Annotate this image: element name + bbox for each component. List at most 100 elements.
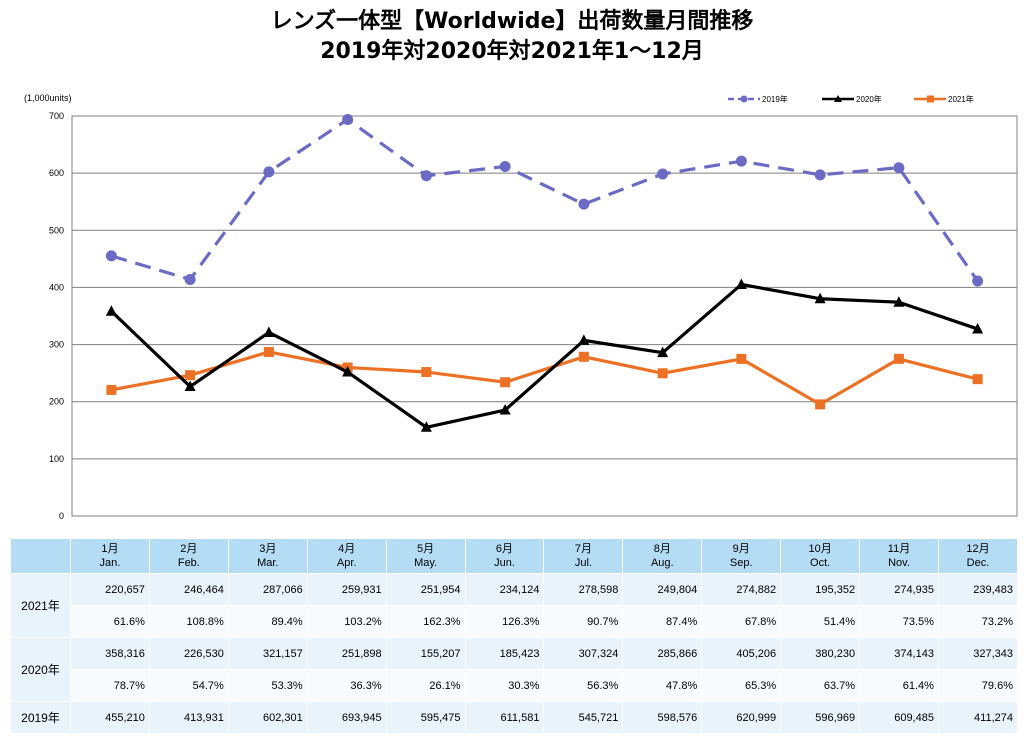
month-en: Nov. [888,557,910,569]
chart-title-line1: レンズ一体型【Worldwide】出荷数量月間推移 [270,9,754,34]
units-cell: 220,657 [70,573,150,606]
legend-marker [927,95,934,103]
units-cell: 251,898 [306,637,387,670]
units-cell: 249,804 [622,573,703,606]
pct-cell: 36.3% [306,669,387,702]
units-cell: 321,157 [227,637,308,670]
pct-cell: 65.3% [701,669,782,702]
month-jp: 12月 [966,543,990,555]
month-header: 5月 May. [385,538,466,574]
data-point-circle [735,155,747,167]
legend-marker [834,95,842,102]
month-jp: 1月 [101,543,119,555]
legend-label: 2020年 [856,94,882,104]
month-en: May. [414,557,438,569]
data-point-circle [263,166,275,178]
data-point-circle [893,162,905,174]
y-tick-label: 400 [49,282,64,292]
units-cell: 274,882 [701,573,782,606]
y-tick-label: 500 [49,225,64,235]
pct-cell: 78.7% [70,669,150,702]
pct-cell: 73.5% [859,605,939,638]
y-tick-label: 200 [49,397,64,407]
units-cell: 239,483 [937,573,1019,606]
pct-cell: 73.2% [937,605,1019,638]
month-header: 7月 Jul. [543,538,624,574]
data-point-triangle [420,421,432,432]
month-en: Jan. [99,557,121,569]
pct-cell: 87.4% [622,605,703,638]
legend-marker-circle [740,95,748,103]
month-header: 4月 Apr. [306,538,387,574]
units-cell: 307,324 [543,637,624,670]
month-header: 12月 Dec. [937,538,1019,574]
legend-label: 2021年 [948,94,974,104]
table-row: 2021年 220,657 246,464 287,066 259,931 251,954… [10,573,1019,638]
month-header: 8月 Aug. [622,538,703,574]
y-tick-label: 0 [59,511,64,521]
y-tick-label: 300 [49,340,64,350]
data-point-triangle [499,404,511,415]
data-point-square [736,353,747,364]
legend-marker-square [927,95,934,103]
data-table: 1月 Jan. 2月 Feb. 3月 Mar. 4月 Apr. 5月 May. 6月 Jun. 7月 Ju… [10,538,1019,734]
data-point-circle [657,168,669,180]
units-cell: 602,301 [227,701,308,734]
month-jp: 7月 [574,543,592,555]
units-cell: 185,423 [464,637,545,670]
units-cell: 374,143 [859,637,939,670]
pct-cell: 30.3% [464,669,545,702]
pct-cell: 79.6% [937,669,1019,702]
units-cell: 595,475 [385,701,466,734]
units-cell: 598,576 [622,701,703,734]
month-en: Jul. [574,557,592,569]
table-row: 2020年 358,316 226,530 321,157 251,898 155,207… [10,637,1019,702]
y-tick-label: 100 [49,454,64,464]
pct-cell: 108.8% [148,605,229,638]
month-jp: 8月 [653,543,671,555]
data-point-triangle [972,322,984,334]
pct-cell: 56.3% [543,669,624,702]
data-point-square [185,370,196,381]
table-row: 61.6% 108.8% 89.4% 103.2% 162.3% 126.3% 90.7% 8… [11,605,1019,638]
units-cell: 358,316 [70,637,150,670]
month-en: Mar. [257,557,279,569]
data-point-triangle [814,292,826,304]
data-point-square [972,374,983,385]
pct-cell: 90.7% [543,605,624,638]
units-cell: 327,343 [937,637,1019,670]
units-cell: 693,945 [306,701,387,734]
data-point-triangle [263,326,275,337]
year-label: 2020年 [10,637,71,702]
data-point-square [815,399,826,410]
legend-marker [740,95,748,103]
units-cell: 234,124 [464,573,545,606]
month-header: 10月 Oct. [780,538,861,574]
data-point-square [578,351,589,362]
data-point-triangle [342,366,354,377]
month-header: 1月 Jan. [70,538,150,574]
data-point-triangle [184,380,196,392]
year-label: 2019年 [10,701,71,734]
units-cell: 278,598 [543,573,624,606]
units-cell: 287,066 [227,573,308,606]
units-cell: 611,581 [464,701,545,734]
units-cell: 455,210 [70,701,150,734]
data-point-square [657,368,668,379]
month-header: 9月 Sep. [701,538,782,574]
units-cell: 596,969 [780,701,861,734]
data-point-triangle [735,278,747,289]
data-point-triangle [578,334,590,345]
units-cell: 259,931 [306,573,387,606]
series-line [110,282,979,429]
data-point-triangle [105,305,117,316]
y-tick-label: 700 [49,111,64,121]
data-point-triangle [657,346,669,358]
month-en: Sep. [729,557,753,569]
units-cell: 411,274 [937,701,1019,734]
chart-title-line2: 2019年対2020年対2021年1～12月 [320,39,704,64]
month-header: 3月 Mar. [227,538,308,574]
data-point-circle [972,275,984,287]
units-cell: 274,935 [859,573,939,606]
year-label: 2021年 [10,573,71,638]
